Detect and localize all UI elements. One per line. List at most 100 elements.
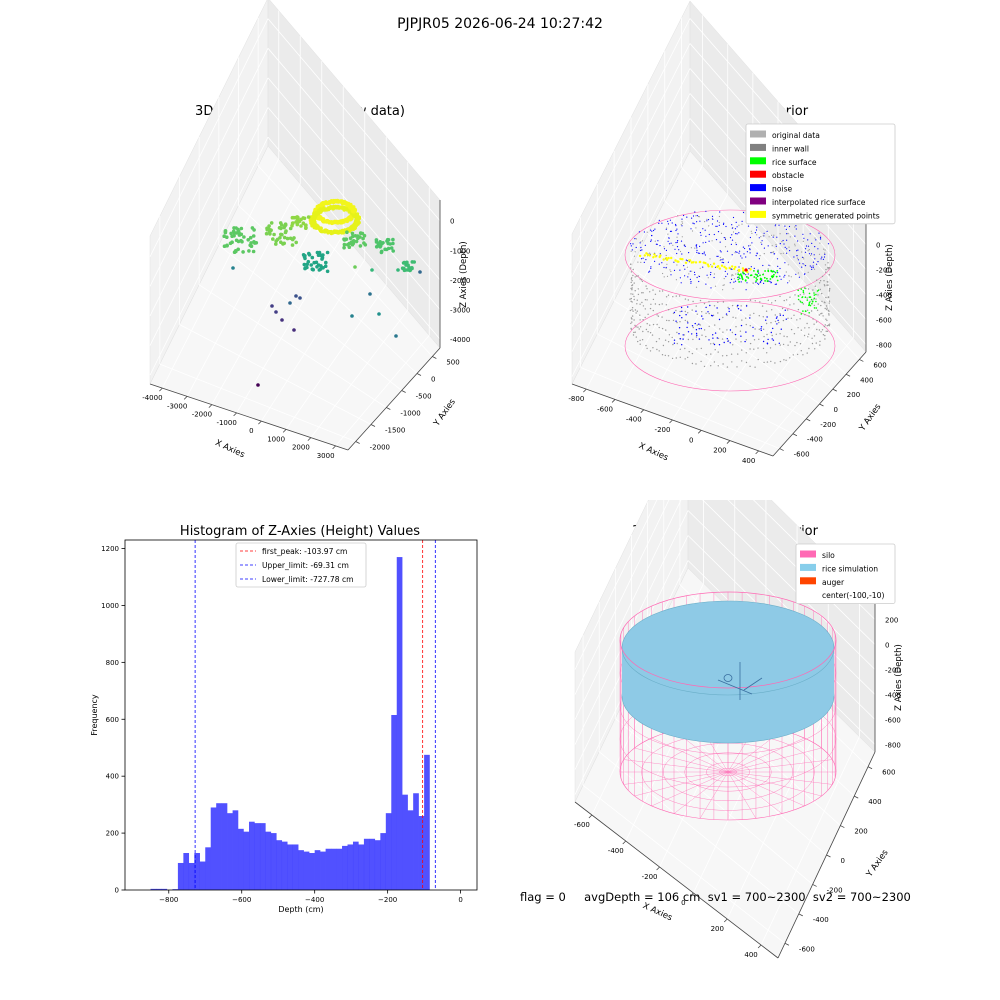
p2-noise-point xyxy=(681,317,683,319)
p2-wall-point xyxy=(661,327,664,330)
p2-noise-point xyxy=(736,304,739,307)
p2-noise-point xyxy=(688,252,690,254)
panel3-title: Histogram of Z-Axies (Height) Values xyxy=(179,524,421,539)
p2-wall-point xyxy=(789,304,791,306)
p2-noise-point xyxy=(630,245,632,247)
p2-wall-point xyxy=(645,285,647,287)
p2-wall-point xyxy=(668,334,671,336)
p1-y-tick-label: -2000 xyxy=(370,444,390,452)
p2-noise-point xyxy=(714,332,717,334)
p4-auger-line xyxy=(717,679,753,695)
p1-point xyxy=(374,245,379,249)
p1-grid-z xyxy=(149,107,269,346)
p2-noise-point xyxy=(722,258,724,260)
p1-x-tick-label: -1000 xyxy=(216,419,236,427)
p2-noise-point xyxy=(810,255,812,257)
p2-noise-point xyxy=(698,328,700,330)
hist-x-axis-title: Depth (cm) xyxy=(278,905,323,914)
p2-wall-point xyxy=(703,329,706,331)
p4-grid-z xyxy=(687,510,876,695)
p2-symmetric-point xyxy=(718,267,721,270)
p2-wall-point xyxy=(665,296,668,298)
p2-noise-point xyxy=(737,271,739,273)
p2-noise-point xyxy=(820,238,822,240)
p2-noise-point xyxy=(712,337,714,339)
hist-bar xyxy=(259,823,266,890)
p1-point xyxy=(314,260,319,265)
p2-noise-point xyxy=(632,243,634,245)
p2-noise-point xyxy=(704,229,706,231)
p2-noise-point xyxy=(793,256,795,258)
p1-y-tick-label: 0 xyxy=(431,376,435,384)
p4-z-axis-title: Z Axies (Depth) xyxy=(894,644,904,711)
p1-y-tick-label: -1000 xyxy=(400,410,420,418)
p2-wall-point xyxy=(771,302,773,304)
p2-wall-point xyxy=(703,302,706,305)
p2-noise-point xyxy=(641,249,643,251)
p4-silo-top-ring xyxy=(619,591,837,689)
p2-wall-point xyxy=(828,300,831,302)
p1-point xyxy=(288,301,292,305)
p2-wall-point xyxy=(630,271,633,273)
p1-point xyxy=(345,230,349,234)
p2-wall-point xyxy=(753,339,756,341)
p2-noise-point xyxy=(679,250,682,253)
p1-y-tick-label: -500 xyxy=(416,393,432,401)
p1-point xyxy=(279,240,283,244)
p2-silo-bottom-ring xyxy=(624,300,836,392)
p2-x-tick xyxy=(640,409,645,413)
p2-wall-point xyxy=(790,317,793,319)
p2-noise-point xyxy=(710,264,712,266)
p2-symmetric-point xyxy=(662,258,665,261)
p2-noise-point xyxy=(705,306,707,309)
p2-noise-point xyxy=(661,222,663,224)
p1-point xyxy=(279,232,283,237)
p2-wall-point xyxy=(633,298,635,301)
p2-wall-point xyxy=(632,268,634,271)
p2-wall-point xyxy=(630,293,632,295)
p2-rice-point xyxy=(815,293,817,296)
p4-rice-surface-top xyxy=(621,600,835,696)
p2-noise-point xyxy=(767,338,769,341)
p2-noise-point xyxy=(723,222,725,224)
p2-wall-point xyxy=(630,300,632,302)
p2-wall-point xyxy=(679,348,681,350)
p2-wall-point xyxy=(769,347,772,349)
p4-silo-floor-spoke xyxy=(651,737,729,773)
p4-silo-floor-spoke xyxy=(727,771,805,807)
p2-grid-y xyxy=(580,366,780,449)
hist-bar xyxy=(270,833,277,890)
p2-wall-point xyxy=(640,279,643,281)
p2-noise-point xyxy=(773,253,775,255)
p1-point xyxy=(239,226,244,231)
p2-noise-point xyxy=(816,263,818,265)
p2-x-tick xyxy=(669,419,673,424)
p2-wall-point xyxy=(699,299,702,302)
p2-wall-point xyxy=(824,307,826,310)
p1-point xyxy=(249,241,253,245)
p2-noise-point xyxy=(725,313,728,315)
p4-x-tick xyxy=(757,944,762,949)
p2-wall-point xyxy=(642,330,644,333)
p2-rice-point xyxy=(813,297,816,300)
p1-grid-y xyxy=(257,165,433,357)
p2-wall-point xyxy=(825,305,828,307)
p2-wall-point xyxy=(800,329,802,331)
p2-rice-point xyxy=(808,312,810,314)
p2-rice-point xyxy=(813,307,816,309)
p2-noise-point xyxy=(694,247,696,249)
p2-wall-point xyxy=(696,324,698,326)
p2-noise-point xyxy=(784,262,786,264)
p2-wall-point xyxy=(721,355,724,357)
p2-rice-point xyxy=(755,280,757,282)
p2-wall-point xyxy=(815,321,818,323)
p2-noise-point xyxy=(675,225,677,227)
p1-grid-x xyxy=(186,183,301,397)
p2-y-tick-label: 600 xyxy=(873,361,886,369)
p2-noise-point xyxy=(686,326,688,329)
p1-point xyxy=(290,243,295,247)
p2-noise-point xyxy=(770,281,772,283)
p2-grid-z xyxy=(571,143,691,377)
p2-noise-point xyxy=(796,257,799,259)
p2-y-tick-label: 200 xyxy=(847,391,860,399)
